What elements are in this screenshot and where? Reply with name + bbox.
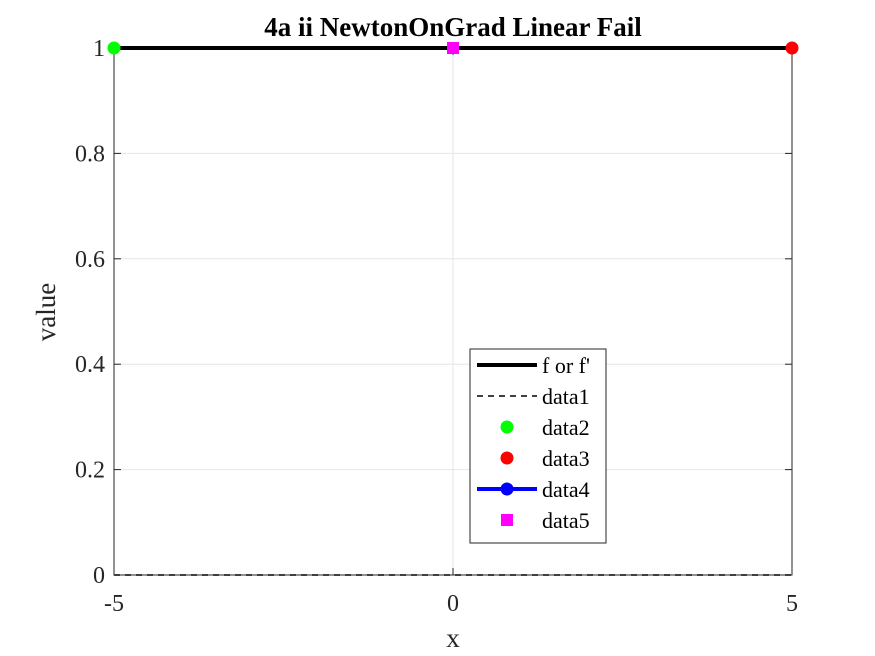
x-tick-label: -5: [104, 591, 124, 617]
legend-label: data3: [542, 446, 590, 471]
legend: f or f' data1 data2 data3 data4 data5: [469, 348, 607, 544]
legend-label: data2: [542, 415, 590, 440]
y-tick-label: 1: [93, 36, 105, 62]
y-tick-label: 0.4: [75, 352, 105, 378]
x-axis-label: x: [446, 623, 460, 653]
legend-box: [469, 348, 607, 544]
y-tick-label: 0: [93, 563, 105, 589]
chart-title: 4a ii NewtonOnGrad Linear Fail: [264, 12, 642, 42]
legend-label: data4: [542, 477, 590, 502]
y-tick-label: 0.6: [75, 247, 105, 273]
x-tick-label: 5: [786, 591, 798, 617]
legend-label: data1: [542, 384, 590, 409]
y-tick-label: 0.2: [75, 458, 105, 484]
legend-swatch-circle: [500, 420, 514, 434]
legend-label: f or f': [542, 353, 590, 378]
legend-label: data5: [542, 508, 590, 533]
series-point-2: [107, 41, 121, 55]
y-axis-label: value: [31, 283, 61, 341]
series-point-3: [785, 41, 799, 55]
tick-labels: -5 0 500.20.40.60.81: [75, 36, 798, 617]
legend-swatch-circle: [500, 451, 514, 465]
legend-swatch-circle: [500, 482, 514, 496]
x-tick-label: 0: [447, 591, 459, 617]
y-tick-label: 0.8: [75, 141, 105, 167]
series-layer: [107, 41, 799, 576]
series-point-5: [447, 42, 459, 54]
legend-swatch-square: [501, 514, 513, 526]
